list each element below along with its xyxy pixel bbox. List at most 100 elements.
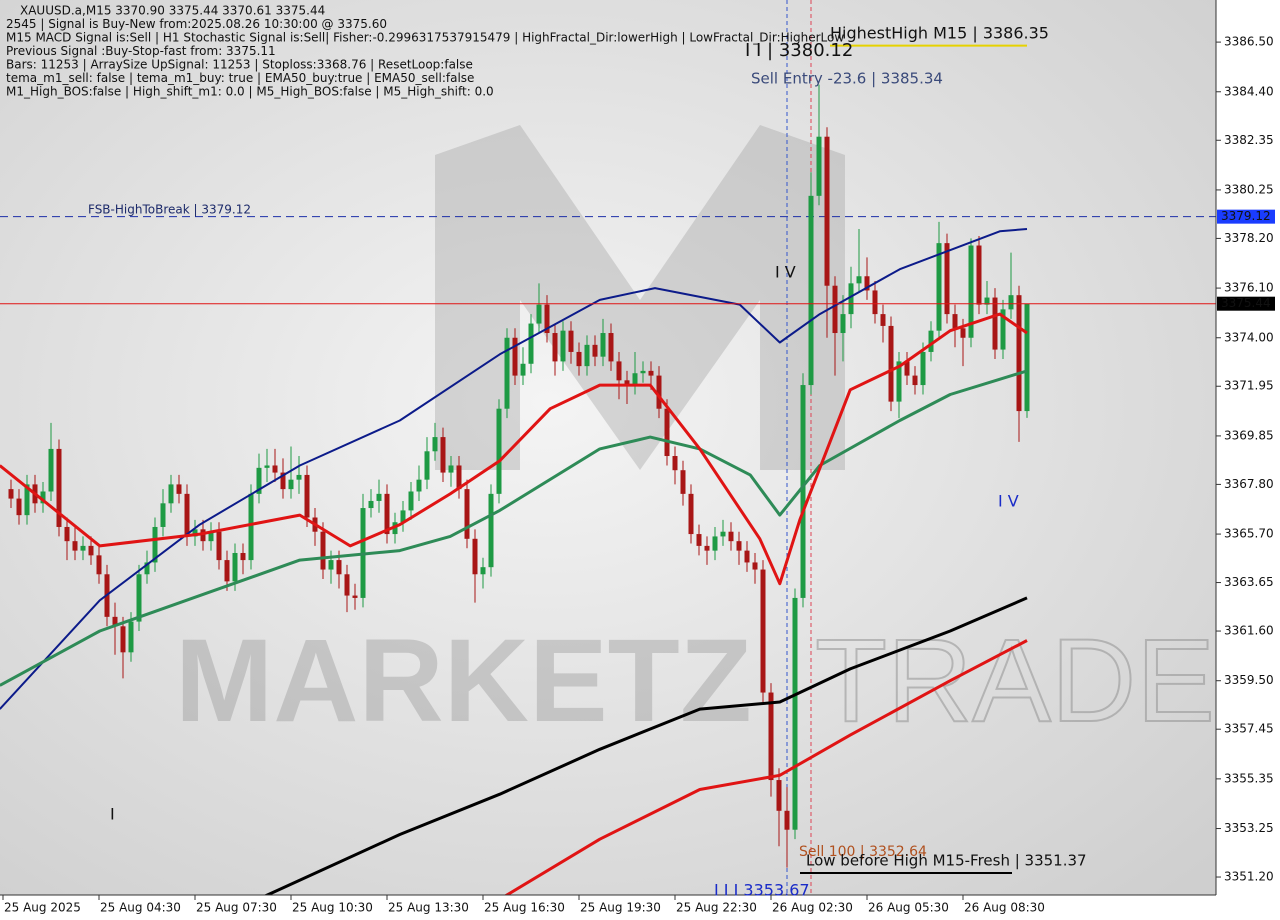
plot: MARKETZ TRADE — [0, 44, 1216, 895]
y-tick-label: 3369.85 — [1224, 428, 1274, 442]
candle-body — [936, 243, 942, 331]
y-tick-label: 3357.45 — [1224, 722, 1274, 736]
x-tick-label: 25 Aug 07:30 — [196, 901, 277, 915]
candle-body — [896, 361, 902, 402]
candle-body — [1024, 303, 1030, 412]
candle-body — [296, 474, 302, 480]
candle-body — [48, 448, 54, 492]
header-line: Bars: 11253 | ArraySize UpSignal: 11253 … — [6, 58, 473, 72]
candle-body — [816, 136, 822, 196]
candle-body — [728, 531, 734, 542]
annotation: Sell 100 | 3352.64 — [799, 844, 927, 860]
candle-body — [408, 491, 414, 511]
candle-body — [648, 370, 654, 376]
candle-body — [160, 503, 166, 527]
candle-body — [776, 780, 782, 811]
watermark: TRADE — [815, 615, 1215, 747]
annotation: I I I 3353.67 — [714, 881, 810, 900]
candle-body — [608, 333, 614, 362]
candle-body — [992, 297, 998, 350]
annotation: I — [110, 805, 115, 824]
candle-body — [328, 560, 334, 570]
candle-body — [704, 545, 710, 551]
candle-body — [984, 297, 990, 305]
x-tick-label: 25 Aug 10:30 — [292, 901, 373, 915]
candle-body — [552, 333, 558, 362]
candle-body — [968, 245, 974, 338]
candle-body — [824, 136, 830, 286]
x-tick-label: 26 Aug 08:30 — [964, 901, 1045, 915]
candle-body — [488, 493, 494, 568]
candle-body — [256, 467, 262, 494]
candle-body — [624, 380, 630, 386]
candle-body — [592, 344, 598, 357]
candle-body — [208, 531, 214, 542]
candle-body — [192, 529, 198, 537]
time-panel — [0, 895, 1280, 920]
candle-body — [784, 810, 790, 830]
x-tick-label: 25 Aug 2025 — [4, 901, 81, 915]
y-tick-label: 3382.35 — [1224, 133, 1274, 147]
candle-body — [808, 195, 814, 386]
watermark: MARKETZ — [175, 615, 752, 747]
candle-body — [576, 351, 582, 367]
candle-body — [56, 448, 62, 527]
header-line: tema_m1_sell: false | tema_m1_buy: true … — [6, 71, 474, 85]
y-tick-label: 3376.10 — [1224, 281, 1274, 295]
candle-body — [200, 529, 206, 542]
candle-body — [560, 330, 566, 362]
candle-body — [584, 344, 590, 367]
candle-body — [40, 491, 46, 504]
annotation: HighestHigh M15 | 3386.35 — [830, 24, 1049, 43]
candle-body — [528, 323, 534, 364]
candle-body — [1000, 309, 1006, 350]
y-tick-label: 3380.25 — [1224, 182, 1274, 196]
candle-body — [672, 456, 678, 471]
candle-body — [456, 465, 462, 490]
candle-body — [536, 304, 542, 324]
candle-body — [880, 314, 886, 326]
candle-body — [1016, 295, 1022, 412]
candle-body — [832, 285, 838, 334]
candle-body — [368, 500, 374, 509]
candle-body — [600, 333, 606, 357]
candle-body — [496, 408, 502, 494]
axis-panel — [1216, 0, 1280, 920]
candle-body — [336, 560, 342, 575]
candle-body — [872, 290, 878, 315]
candle-body — [944, 243, 950, 315]
indicator-line — [264, 596, 1028, 895]
candle-body — [344, 574, 350, 596]
candle-body — [280, 472, 286, 490]
x-tick-label: 26 Aug 02:30 — [772, 901, 853, 915]
candle-body — [512, 337, 518, 376]
y-tick-label: 3378.20 — [1224, 231, 1274, 245]
candle-body — [656, 375, 662, 409]
x-tick-label: 25 Aug 04:30 — [100, 901, 181, 915]
header-line: XAUUSD.a,M15 3370.90 3375.44 3370.61 337… — [20, 4, 325, 18]
candle-body — [568, 330, 574, 352]
candle-body — [688, 493, 694, 535]
header-line: 2545 | Signal is Buy-New from:2025.08.26… — [6, 17, 387, 31]
candle-body — [144, 562, 150, 575]
candle-body — [472, 538, 478, 575]
x-tick-label: 25 Aug 16:30 — [484, 901, 565, 915]
candle-body — [16, 498, 22, 516]
header-line: Previous Signal :Buy-Stop-fast from: 337… — [6, 44, 276, 58]
y-tick-label: 3355.35 — [1224, 771, 1274, 785]
candle-body — [216, 531, 222, 561]
candle-body — [664, 408, 670, 457]
annotation: Sell Entry -23.6 | 3385.34 — [751, 70, 943, 88]
candle-body — [320, 531, 326, 570]
logo — [435, 125, 845, 470]
candle-body — [912, 375, 918, 386]
price-tag — [1217, 209, 1275, 224]
indicator-line — [0, 369, 1028, 687]
candle-body — [1008, 295, 1014, 310]
candle-body — [152, 526, 158, 563]
header-line: M15 MACD Signal is:Sell | H1 Stochastic … — [6, 31, 844, 45]
candle-body — [616, 361, 622, 381]
x-tick-label: 25 Aug 19:30 — [580, 901, 661, 915]
candle-body — [840, 314, 846, 334]
y-tick-label: 3386.50 — [1224, 35, 1274, 49]
